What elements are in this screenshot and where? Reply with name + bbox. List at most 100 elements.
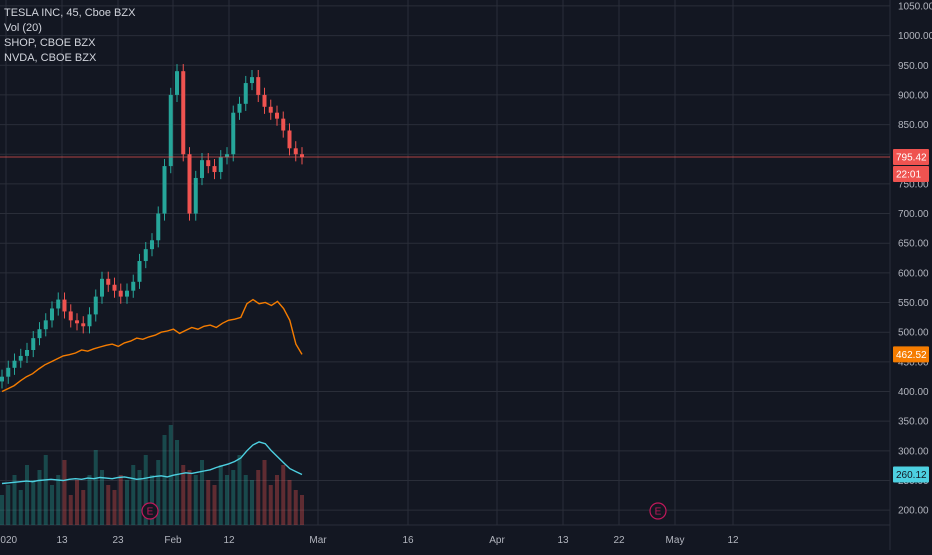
candle-body (206, 160, 211, 167)
candle-body (131, 281, 136, 291)
candle-body (106, 278, 111, 285)
price-tick-label: 750.00 (898, 179, 929, 190)
earnings-marker-icon[interactable] (649, 502, 667, 520)
volume-bar (156, 460, 161, 525)
candle-body (143, 249, 148, 262)
date-tick-label: 12 (223, 535, 235, 546)
volume-bar (87, 475, 92, 525)
candle-body (0, 376, 4, 382)
earnings-marker-icon[interactable] (141, 502, 159, 520)
volume-bar (0, 495, 4, 525)
volume-bar (18, 490, 23, 525)
candle-body (243, 83, 248, 104)
candle-body (293, 148, 298, 155)
volume-bar (75, 480, 79, 525)
candle-body (212, 166, 217, 173)
date-tick-label: Feb (164, 535, 182, 546)
price-axis-pane[interactable] (890, 0, 932, 550)
shop-price-badge-bg (893, 346, 929, 363)
volume-bar (168, 425, 173, 525)
candle-body (62, 299, 67, 312)
volume-bar (243, 475, 248, 525)
candle-body (12, 360, 17, 368)
candle-body (175, 71, 179, 95)
date-tick-label: 12 (727, 535, 739, 546)
shop-price-badge: 462.52 (896, 350, 927, 361)
legend-volume[interactable]: Vol (20) (4, 22, 42, 34)
legend-main-symbol[interactable]: TESLA INC, 45, Cboe BZX (4, 7, 136, 19)
date-tick-label: 22 (613, 535, 625, 546)
tsla-price-badge-bg (893, 148, 929, 165)
date-tick-label: Mar (309, 535, 327, 546)
price-tick-label: 900.00 (898, 90, 929, 101)
volume-bar (212, 485, 217, 525)
candle-body (125, 290, 129, 297)
earnings-marker-label: E (147, 507, 154, 518)
volume-bar (125, 480, 129, 525)
volume-bar (100, 470, 104, 525)
candle-body (237, 103, 242, 113)
nvda-price-badge: 260.12 (896, 470, 927, 481)
price-tick-label: 500.00 (898, 328, 929, 339)
candle-body (93, 296, 98, 315)
countdown-badge: 22:01 (896, 169, 921, 180)
volume-bar (225, 475, 229, 525)
volume-bar (50, 485, 54, 525)
candle-body (168, 94, 173, 167)
candle-body (275, 112, 279, 119)
volume-bar (68, 495, 73, 525)
candle-body (137, 261, 142, 282)
volume-bar (12, 475, 17, 525)
volume-bar (62, 460, 67, 525)
price-tick-label: 700.00 (898, 209, 929, 220)
candle-body (118, 290, 123, 297)
candle-body (81, 323, 86, 327)
legend-compare-shop[interactable]: SHOP, CBOE BZX (4, 37, 96, 49)
price-tick-label: 550.00 (898, 298, 929, 309)
volume-bar (187, 470, 192, 525)
price-tick-label: 850.00 (898, 120, 929, 131)
price-tick-label: 400.00 (898, 387, 929, 398)
candle-body (300, 154, 304, 158)
price-tick-label: 600.00 (898, 268, 929, 279)
candle-body (6, 367, 11, 377)
price-tick-label: 1050.00 (898, 1, 932, 12)
candle-body (225, 154, 229, 158)
legend-compare-nvda[interactable]: NVDA, CBOE BZX (4, 52, 97, 64)
volume-bar (237, 455, 242, 525)
nvda-price-badge-bg (893, 466, 929, 483)
volume-bar (206, 480, 211, 525)
countdown-badge-bg (893, 165, 929, 182)
volume-bar (143, 455, 148, 525)
candle-body (156, 213, 161, 241)
volume-bar (137, 470, 142, 525)
price-tick-label: 300.00 (898, 446, 929, 457)
volume-bar (275, 475, 279, 525)
candle-body (68, 311, 73, 321)
volume-bar (150, 475, 154, 525)
volume-bar (181, 465, 186, 525)
volume-bar (162, 435, 167, 525)
candle-body (56, 299, 61, 309)
volume-bar (93, 450, 98, 525)
volume-bar (193, 475, 198, 525)
candle-body (112, 284, 117, 291)
candle-body (181, 71, 186, 155)
date-tick-label: 13 (557, 535, 569, 546)
volume-bar (6, 485, 11, 525)
candle-body (187, 154, 192, 214)
candle-body (281, 118, 286, 131)
candle-body (231, 112, 236, 155)
candle-body (150, 240, 154, 250)
date-tick-label: May (666, 535, 685, 546)
candle-body (43, 320, 48, 330)
candle-body (262, 94, 267, 107)
candle-body (31, 338, 36, 350)
candle-body (250, 77, 254, 84)
candle-body (75, 320, 79, 324)
volume-bar (37, 470, 42, 525)
earnings-marker-label: E (655, 507, 662, 518)
